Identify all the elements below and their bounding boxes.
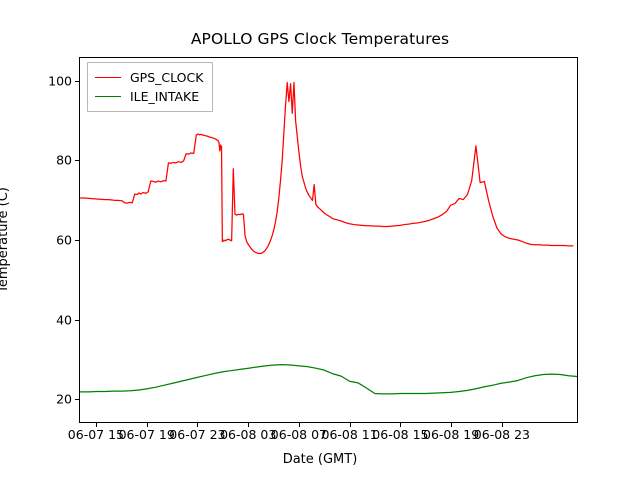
x-tick-label: 06-07 23 xyxy=(169,427,226,442)
y-axis-label: Temperature (C) xyxy=(0,187,11,293)
legend-item: GPS_CLOCK xyxy=(95,68,203,87)
y-tick-mark xyxy=(75,160,79,162)
plot-area xyxy=(79,57,578,423)
y-tick-label: 60 xyxy=(56,232,72,248)
legend-line-icon-gps-clock xyxy=(95,77,121,78)
x-tick-label: 06-08 03 xyxy=(220,427,277,442)
y-tick-mark xyxy=(75,399,79,401)
x-tick-label: 06-08 23 xyxy=(473,427,530,442)
x-tick-mark xyxy=(197,423,199,427)
y-tick-mark xyxy=(75,240,79,242)
x-tick-mark xyxy=(501,423,503,427)
legend-label: ILE_INTAKE xyxy=(130,89,200,104)
series-line-gps-clock xyxy=(80,83,573,254)
y-tick-label: 20 xyxy=(56,391,72,407)
y-tick-mark xyxy=(75,80,79,82)
series-layer xyxy=(80,83,577,394)
x-axis-label: Date (GMT) xyxy=(282,452,358,467)
y-tick-mark xyxy=(75,319,79,321)
x-tick-mark xyxy=(298,423,300,427)
y-tick-label: 100 xyxy=(48,73,72,89)
x-tick-label: 06-08 15 xyxy=(372,427,429,442)
chart-canvas xyxy=(80,58,577,422)
x-tick-label: 06-08 11 xyxy=(321,427,378,442)
x-tick-mark xyxy=(146,423,148,427)
y-tick-label: 80 xyxy=(56,152,72,168)
legend-label: GPS_CLOCK xyxy=(130,70,204,85)
x-tick-label: 06-07 15 xyxy=(67,427,124,442)
x-tick-mark xyxy=(400,423,402,427)
legend-line-icon-ile-intake xyxy=(95,96,121,97)
x-tick-label: 06-08 19 xyxy=(422,427,480,442)
x-tick-mark xyxy=(248,423,250,427)
legend-item: ILE_INTAKE xyxy=(95,87,203,106)
chart-title: APOLLO GPS Clock Temperatures xyxy=(190,30,450,48)
y-tick-label: 40 xyxy=(56,312,72,328)
series-line-ile-intake xyxy=(80,365,577,394)
x-tick-label: 06-08 07 xyxy=(270,427,327,442)
x-tick-label: 06-07 19 xyxy=(118,427,175,442)
chart-legend: GPS_CLOCK ILE_INTAKE xyxy=(87,62,214,112)
x-tick-mark xyxy=(349,423,351,427)
x-tick-mark xyxy=(95,423,97,427)
x-tick-mark xyxy=(451,423,453,427)
